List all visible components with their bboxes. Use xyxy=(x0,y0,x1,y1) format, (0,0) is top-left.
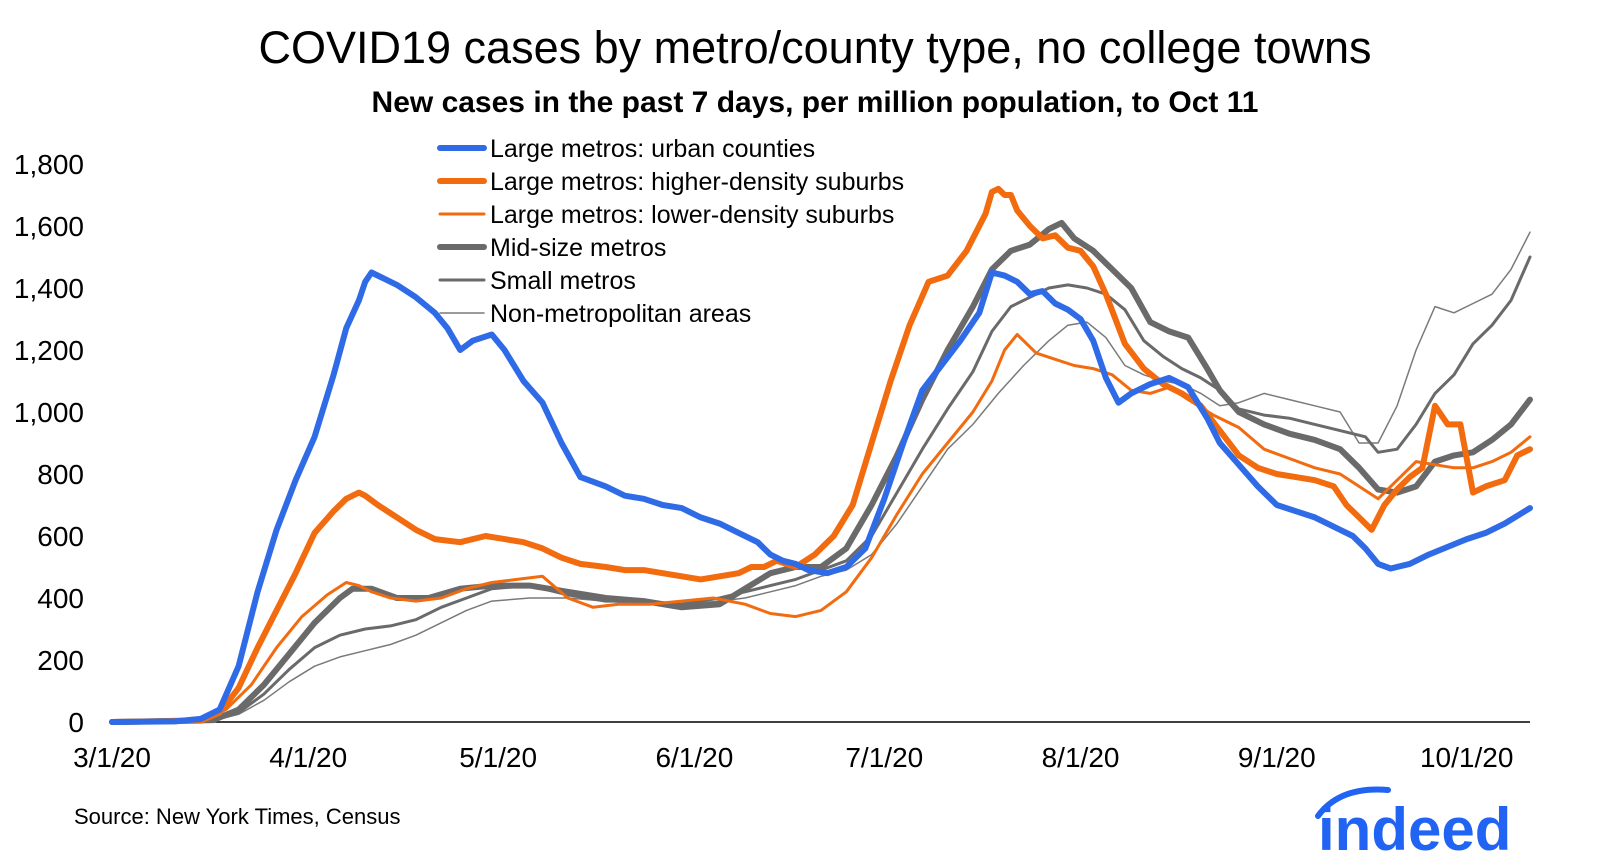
series-line xyxy=(110,255,1532,724)
x-tick-label: 4/1/20 xyxy=(269,742,347,773)
legend-label: Non-metropolitan areas xyxy=(490,300,751,328)
y-tick-label: 800 xyxy=(37,459,84,490)
x-axis: 3/1/20 4/1/20 5/1/20 6/1/20 7/1/20 8/1/20 9/1/… xyxy=(73,742,1513,773)
y-tick-label: 600 xyxy=(37,521,84,552)
y-tick-label: 1,400 xyxy=(14,273,84,304)
series-lines xyxy=(109,185,1533,725)
source-note: Source: New York Times, Census xyxy=(74,804,401,829)
legend-label: Large metros: urban counties xyxy=(490,135,815,163)
x-tick-label: 6/1/20 xyxy=(655,742,733,773)
legend-label: Mid-size metros xyxy=(490,234,666,262)
logo-arc-icon xyxy=(1315,786,1391,819)
y-tick-label: 1,600 xyxy=(14,211,84,242)
legend: Large metros: urban counties Large metros… xyxy=(437,135,904,328)
y-tick-label: 1,000 xyxy=(14,397,84,428)
logo-wordmark: indeed xyxy=(1318,796,1511,860)
y-tick-label: 200 xyxy=(37,645,84,676)
x-tick-label: 10/1/20 xyxy=(1420,742,1513,773)
x-tick-label: 5/1/20 xyxy=(459,742,537,773)
legend-label: Large metros: higher-density suburbs xyxy=(490,168,904,196)
series-line xyxy=(110,333,1532,724)
series-line xyxy=(109,269,1533,725)
y-tick-label: 1,800 xyxy=(14,149,84,180)
x-tick-label: 9/1/20 xyxy=(1238,742,1316,773)
indeed-logo: indeed xyxy=(1315,786,1511,860)
chart-title: COVID19 cases by metro/county type, no c… xyxy=(258,22,1372,73)
chart-subtitle: New cases in the past 7 days, per millio… xyxy=(371,86,1259,119)
legend-label: Large metros: lower-density suburbs xyxy=(490,201,894,229)
y-tick-label: 1,200 xyxy=(14,335,84,366)
series-line xyxy=(109,185,1533,725)
y-axis: 0 200 400 600 800 1,000 1,200 1,400 1,600 1,800 xyxy=(14,149,84,738)
legend-label: Small metros xyxy=(490,267,636,295)
x-tick-label: 3/1/20 xyxy=(73,742,151,773)
series-line xyxy=(109,219,1533,725)
y-tick-label: 400 xyxy=(37,583,84,614)
series-line xyxy=(111,231,1531,723)
x-tick-label: 7/1/20 xyxy=(845,742,923,773)
x-tick-label: 8/1/20 xyxy=(1042,742,1120,773)
y-tick-label: 0 xyxy=(68,707,84,738)
